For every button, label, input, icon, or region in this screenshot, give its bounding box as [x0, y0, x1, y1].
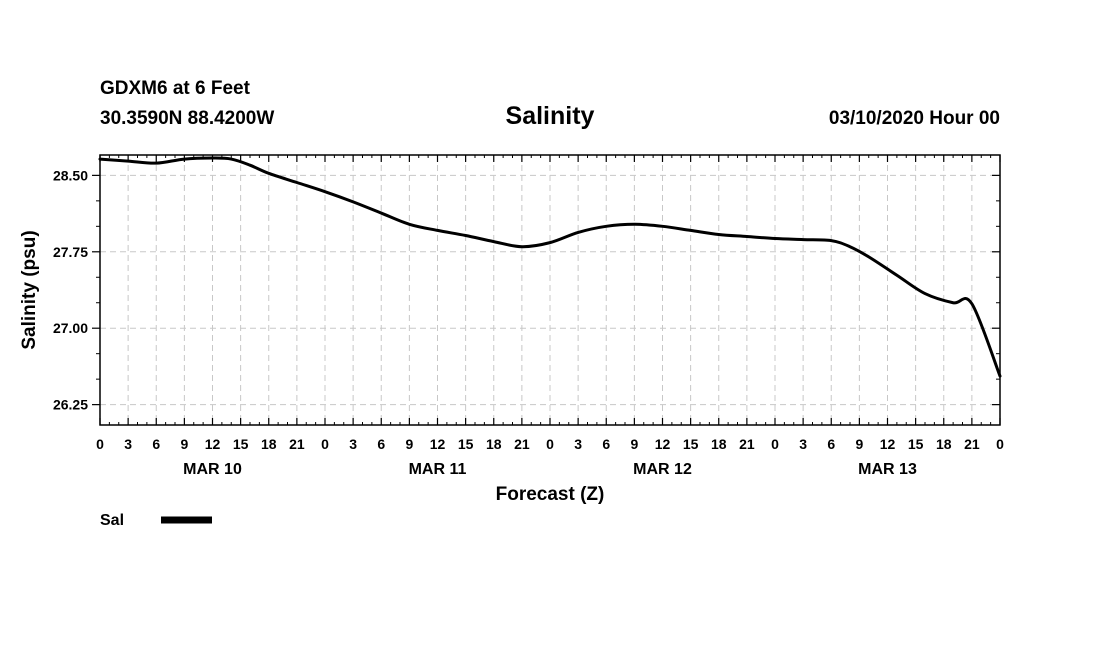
x-tick-label: 15: [458, 436, 474, 452]
x-tick-label: 15: [908, 436, 924, 452]
y-tick-labels: 26.25 27.00 27.75 28.50: [53, 167, 88, 412]
x-tick-label: 6: [152, 436, 160, 452]
x-tick-label: 3: [574, 436, 582, 452]
series-line-sal: [98, 156, 1002, 378]
y-axis-label: Salinity (psu): [19, 230, 40, 349]
y-tick-label: 27.75: [53, 244, 88, 260]
x-tick-label: 12: [430, 436, 446, 452]
x-tick-label: 15: [233, 436, 249, 452]
day-label: MAR 13: [858, 461, 917, 478]
x-tick-label: 21: [514, 436, 530, 452]
legend-label: Sal: [100, 512, 124, 529]
x-tick-label: 12: [880, 436, 896, 452]
x-tick-label: 18: [261, 436, 277, 452]
x-tick-label: 3: [124, 436, 132, 452]
x-tick-label: 21: [289, 436, 305, 452]
x-tick-label: 3: [349, 436, 357, 452]
x-tick-label: 0: [321, 436, 329, 452]
x-tick-label: 9: [855, 436, 863, 452]
x-tick-labels: 0 3 6 9 12 15 18 21 0 3 6 9 12 15 18 21 0 3 6 9 12 15 18 21 0 3 6 9…: [96, 436, 1004, 452]
grid-lines: [100, 155, 1000, 425]
station-label: GDXM6 at 6 Feet: [100, 78, 251, 99]
x-axis-label: Forecast (Z): [496, 484, 605, 505]
date-label: 03/10/2020 Hour 00: [829, 108, 1000, 129]
x-tick-label: 0: [96, 436, 104, 452]
x-tick-label: 9: [180, 436, 188, 452]
x-tick-label: 15: [683, 436, 699, 452]
coords-label: 30.3590N 88.4200W: [100, 108, 274, 129]
x-tick-label: 21: [739, 436, 755, 452]
plot-frame: [99, 154, 1001, 426]
x-tick-label: 6: [377, 436, 385, 452]
x-tick-label: 0: [771, 436, 779, 452]
x-tick-label: 0: [996, 436, 1004, 452]
day-labels: MAR 10 MAR 11 MAR 12 MAR 13: [183, 461, 917, 478]
x-tick-label: 18: [936, 436, 952, 452]
y-tick-label: 26.25: [53, 397, 88, 413]
x-tick-label: 9: [630, 436, 638, 452]
x-tick-label: 3: [799, 436, 807, 452]
x-tick-label: 18: [486, 436, 502, 452]
x-tick-label: 6: [602, 436, 610, 452]
x-tick-label: 0: [546, 436, 554, 452]
x-tick-label: 18: [711, 436, 727, 452]
axis-ticks: [92, 155, 1001, 425]
x-tick-label: 12: [655, 436, 671, 452]
day-label: MAR 12: [633, 461, 692, 478]
x-tick-label: 9: [405, 436, 413, 452]
x-tick-label: 6: [827, 436, 835, 452]
x-tick-label: 12: [205, 436, 221, 452]
day-label: MAR 10: [183, 461, 242, 478]
y-tick-label: 28.50: [53, 167, 88, 183]
x-tick-label: 21: [964, 436, 980, 452]
y-tick-label: 27.00: [53, 320, 88, 336]
day-label: MAR 11: [409, 461, 467, 478]
chart-title: Salinity: [506, 102, 595, 130]
